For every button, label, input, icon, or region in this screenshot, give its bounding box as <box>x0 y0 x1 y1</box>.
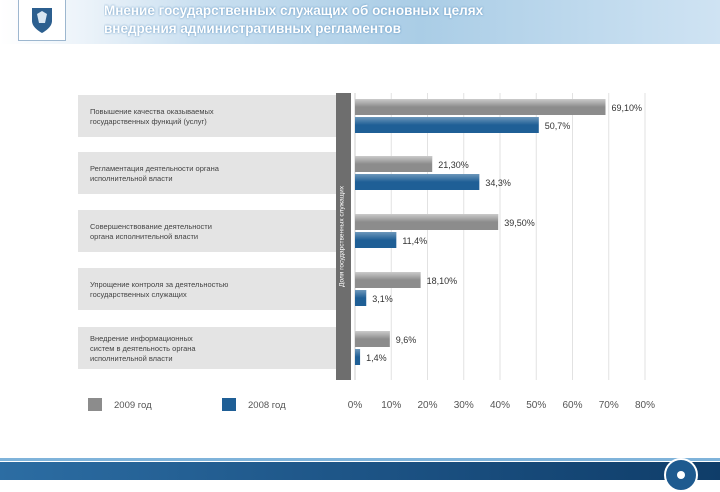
x-tick-label: 60% <box>562 400 582 411</box>
bar-highlight <box>355 232 397 240</box>
category-label: Повышение качества оказываемых <box>90 107 214 116</box>
data-label: 21,30% <box>438 160 469 170</box>
header-banner <box>0 0 720 44</box>
coat-of-arms-icon <box>32 8 52 33</box>
legend-swatch <box>222 398 236 411</box>
bar-highlight <box>355 331 390 339</box>
x-tick-label: 10% <box>381 400 401 411</box>
category-label-box <box>78 210 336 252</box>
category-label: Регламентация деятельности органа <box>90 164 220 173</box>
category-label-box <box>78 152 336 194</box>
category-label: органа исполнительной власти <box>90 232 198 241</box>
bar-highlight <box>355 349 361 357</box>
bar-highlight <box>355 117 539 125</box>
footer-accent-line <box>0 458 720 461</box>
data-label: 9,6% <box>396 335 417 345</box>
bar-highlight <box>355 272 421 280</box>
category-label-box <box>78 95 336 137</box>
x-tick-label: 70% <box>599 400 619 411</box>
category-label: Совершенствование деятельности <box>90 222 212 231</box>
bar-highlight <box>355 290 367 298</box>
category-label: государственных функций (услуг) <box>90 117 207 126</box>
emblem-logo <box>18 0 66 41</box>
axis-title: Доля государственных служащих <box>339 185 346 287</box>
x-tick-label: 30% <box>454 400 474 411</box>
data-label: 69,10% <box>611 103 642 113</box>
category-label: Упрощение контроля за деятельностью <box>90 280 229 289</box>
legend-label: 2009 год <box>114 400 152 411</box>
category-label: систем в деятельность органа <box>90 344 196 353</box>
bar-chart: Повышение качества оказываемыхгосударств… <box>78 93 655 411</box>
y-axis-band <box>336 93 351 380</box>
legend-label: 2008 год <box>248 400 286 411</box>
legend-swatch <box>88 398 102 411</box>
data-label: 18,10% <box>427 276 458 286</box>
bar-highlight <box>355 156 433 164</box>
x-tick-label: 80% <box>635 400 655 411</box>
data-label: 1,4% <box>366 353 387 363</box>
category-label: государственных служащих <box>90 290 187 299</box>
x-tick-label: 40% <box>490 400 510 411</box>
data-label: 3,1% <box>372 294 393 304</box>
bar-highlight <box>355 99 606 107</box>
x-tick-label: 50% <box>526 400 546 411</box>
category-label-box <box>78 327 336 369</box>
data-label: 50,7% <box>545 121 571 131</box>
x-tick-label: 20% <box>417 400 437 411</box>
page-title: Мнение государственных служащих об основ… <box>104 2 694 38</box>
bar-highlight <box>355 214 499 222</box>
data-label: 11,4% <box>402 236 427 246</box>
footer-circle-icon <box>664 458 698 492</box>
data-label: 39,50% <box>504 218 535 228</box>
data-label: 34,3% <box>485 178 511 188</box>
page-title-line2: внедрения административных регламентов <box>104 21 401 36</box>
category-label-box <box>78 268 336 310</box>
category-label: исполнительной власти <box>90 354 173 363</box>
footer-bar <box>0 462 720 480</box>
x-tick-label: 0% <box>348 400 363 411</box>
bar-highlight <box>355 174 480 182</box>
category-label: Внедрение информационных <box>90 334 193 343</box>
page-title-line1: Мнение государственных служащих об основ… <box>104 3 484 18</box>
category-label: исполнительной власти <box>90 174 173 183</box>
